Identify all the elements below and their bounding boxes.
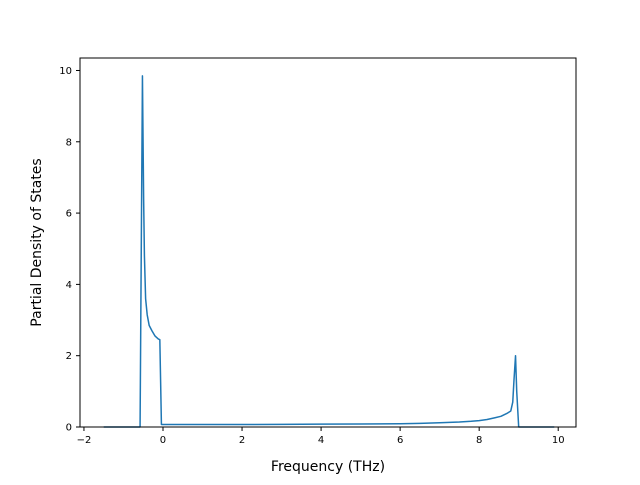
x-axis-ticks: −2 0 2 4 6 8 10 bbox=[77, 427, 565, 446]
x-tick-label: 8 bbox=[476, 435, 482, 446]
x-tick-label: 6 bbox=[397, 435, 403, 446]
y-tick-label: 2 bbox=[66, 351, 72, 362]
x-axis-label: Frequency (THz) bbox=[271, 459, 385, 475]
y-tick-label: 4 bbox=[66, 280, 72, 291]
y-axis-ticks: 0 2 4 6 8 10 bbox=[59, 66, 80, 434]
x-tick-label: 10 bbox=[552, 435, 565, 446]
x-tick-label: 4 bbox=[318, 435, 324, 446]
y-axis-label: Partial Density of States bbox=[29, 158, 45, 326]
x-tick-label: 2 bbox=[239, 435, 245, 446]
plot-frame bbox=[79, 57, 577, 428]
y-tick-label: 6 bbox=[66, 209, 72, 220]
x-tick-label: −2 bbox=[77, 435, 92, 446]
y-tick-label: 8 bbox=[66, 137, 72, 148]
series-line-0 bbox=[103, 75, 555, 428]
y-tick-label: 0 bbox=[66, 423, 72, 434]
series-layer bbox=[103, 75, 555, 428]
x-tick-label: 0 bbox=[160, 435, 166, 446]
y-tick-label: 10 bbox=[59, 66, 72, 77]
